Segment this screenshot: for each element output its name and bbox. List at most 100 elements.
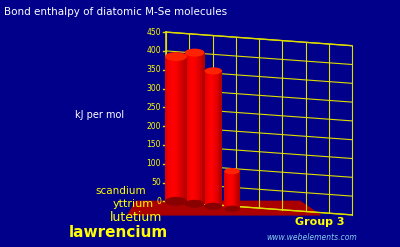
Polygon shape	[185, 53, 195, 204]
Polygon shape	[232, 171, 233, 209]
Polygon shape	[193, 53, 194, 204]
Polygon shape	[218, 71, 219, 206]
Polygon shape	[196, 53, 197, 204]
Polygon shape	[232, 171, 240, 209]
Ellipse shape	[204, 203, 222, 210]
Ellipse shape	[165, 197, 187, 206]
Polygon shape	[220, 71, 221, 206]
Polygon shape	[201, 53, 202, 204]
Polygon shape	[214, 71, 215, 206]
Polygon shape	[178, 57, 179, 201]
Polygon shape	[198, 53, 199, 204]
Polygon shape	[212, 71, 213, 206]
Polygon shape	[175, 57, 176, 201]
Text: 300: 300	[146, 84, 161, 93]
Polygon shape	[239, 171, 240, 209]
Text: Group 3: Group 3	[295, 217, 345, 227]
Ellipse shape	[224, 206, 240, 212]
Ellipse shape	[165, 52, 187, 61]
Polygon shape	[236, 171, 237, 209]
Polygon shape	[208, 71, 209, 206]
Polygon shape	[180, 57, 182, 201]
Polygon shape	[195, 53, 204, 204]
Polygon shape	[187, 53, 188, 204]
Polygon shape	[179, 57, 180, 201]
Polygon shape	[165, 57, 166, 201]
Text: yttrium: yttrium	[113, 199, 154, 209]
Text: 250: 250	[147, 103, 161, 112]
Polygon shape	[213, 71, 222, 206]
Polygon shape	[192, 53, 193, 204]
Polygon shape	[165, 57, 176, 201]
Polygon shape	[168, 57, 170, 201]
Polygon shape	[176, 57, 187, 201]
Text: 0: 0	[156, 197, 161, 206]
Polygon shape	[219, 71, 220, 206]
Polygon shape	[195, 53, 196, 204]
Polygon shape	[128, 201, 320, 215]
Polygon shape	[225, 171, 226, 209]
Polygon shape	[231, 171, 232, 209]
Polygon shape	[182, 57, 184, 201]
Polygon shape	[170, 57, 172, 201]
Polygon shape	[237, 171, 238, 209]
Ellipse shape	[185, 200, 204, 208]
Polygon shape	[233, 171, 234, 209]
Text: 200: 200	[147, 122, 161, 131]
Polygon shape	[199, 53, 200, 204]
Polygon shape	[210, 71, 211, 206]
Text: 350: 350	[146, 65, 161, 74]
Text: 400: 400	[146, 46, 161, 55]
Ellipse shape	[185, 49, 204, 57]
Polygon shape	[209, 71, 210, 206]
Polygon shape	[204, 71, 206, 206]
Text: kJ per mol: kJ per mol	[76, 110, 124, 120]
Text: 450: 450	[146, 28, 161, 37]
Polygon shape	[166, 57, 167, 201]
Polygon shape	[235, 171, 236, 209]
Polygon shape	[172, 57, 173, 201]
Ellipse shape	[204, 67, 222, 74]
Ellipse shape	[224, 168, 240, 174]
Text: lutetium: lutetium	[110, 211, 162, 224]
Polygon shape	[185, 53, 186, 204]
Polygon shape	[238, 171, 239, 209]
Text: www.webelements.com: www.webelements.com	[267, 233, 357, 242]
Polygon shape	[229, 171, 230, 209]
Polygon shape	[227, 171, 228, 209]
Text: 50: 50	[152, 178, 161, 187]
Text: 150: 150	[147, 140, 161, 149]
Polygon shape	[217, 71, 218, 206]
Polygon shape	[186, 57, 187, 201]
Polygon shape	[224, 171, 225, 209]
Polygon shape	[230, 171, 231, 209]
Polygon shape	[167, 57, 168, 201]
Polygon shape	[186, 53, 187, 204]
Polygon shape	[215, 71, 216, 206]
Polygon shape	[206, 71, 207, 206]
Polygon shape	[211, 71, 212, 206]
Text: 100: 100	[147, 159, 161, 168]
Polygon shape	[224, 171, 232, 209]
Text: lawrencium: lawrencium	[69, 225, 168, 240]
Text: scandium: scandium	[95, 186, 146, 196]
Polygon shape	[200, 53, 201, 204]
Polygon shape	[213, 71, 214, 206]
Polygon shape	[184, 57, 185, 201]
Polygon shape	[221, 71, 222, 206]
Polygon shape	[216, 71, 217, 206]
Polygon shape	[177, 57, 178, 201]
Polygon shape	[191, 53, 192, 204]
Polygon shape	[185, 57, 186, 201]
Polygon shape	[207, 71, 208, 206]
Polygon shape	[189, 53, 190, 204]
Polygon shape	[197, 53, 198, 204]
Polygon shape	[174, 57, 175, 201]
Text: Bond enthalpy of diatomic M-Se molecules: Bond enthalpy of diatomic M-Se molecules	[4, 7, 227, 17]
Polygon shape	[202, 53, 204, 204]
Polygon shape	[204, 71, 213, 206]
Polygon shape	[176, 57, 177, 201]
Polygon shape	[173, 57, 174, 201]
Polygon shape	[190, 53, 191, 204]
Polygon shape	[234, 171, 235, 209]
